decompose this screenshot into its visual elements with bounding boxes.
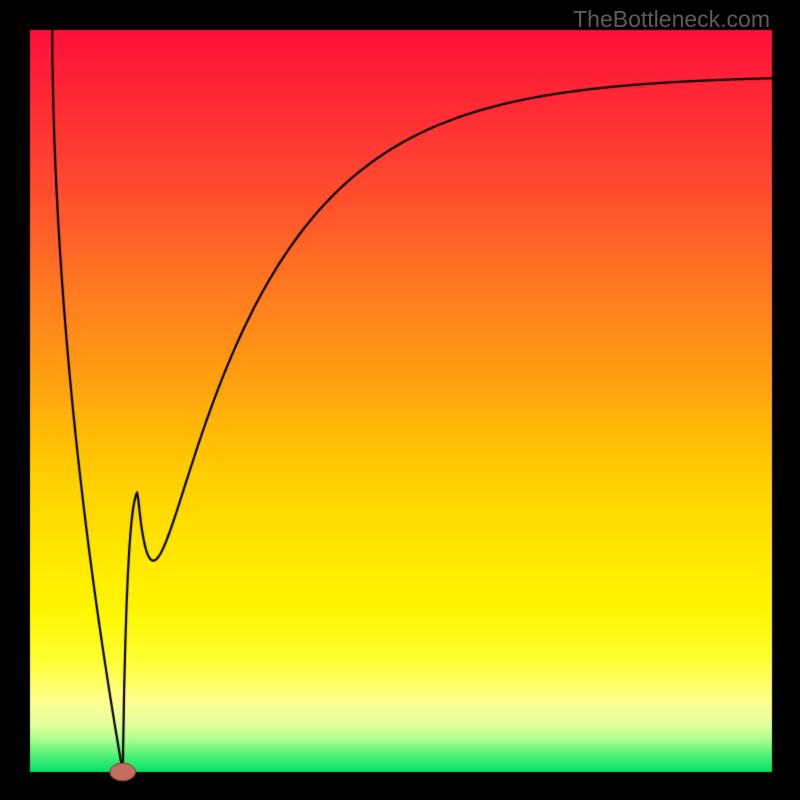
- watermark-text: TheBottleneck.com: [573, 6, 770, 33]
- bottleneck-chart-canvas: [0, 0, 800, 800]
- chart-stage: TheBottleneck.com: [0, 0, 800, 800]
